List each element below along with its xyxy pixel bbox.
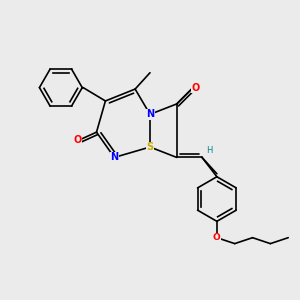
Text: O: O xyxy=(73,135,81,145)
Text: S: S xyxy=(146,142,154,152)
Text: O: O xyxy=(192,82,200,93)
Text: N: N xyxy=(110,152,118,162)
Text: H: H xyxy=(206,146,213,155)
Text: O: O xyxy=(213,233,221,242)
Text: N: N xyxy=(146,109,154,119)
